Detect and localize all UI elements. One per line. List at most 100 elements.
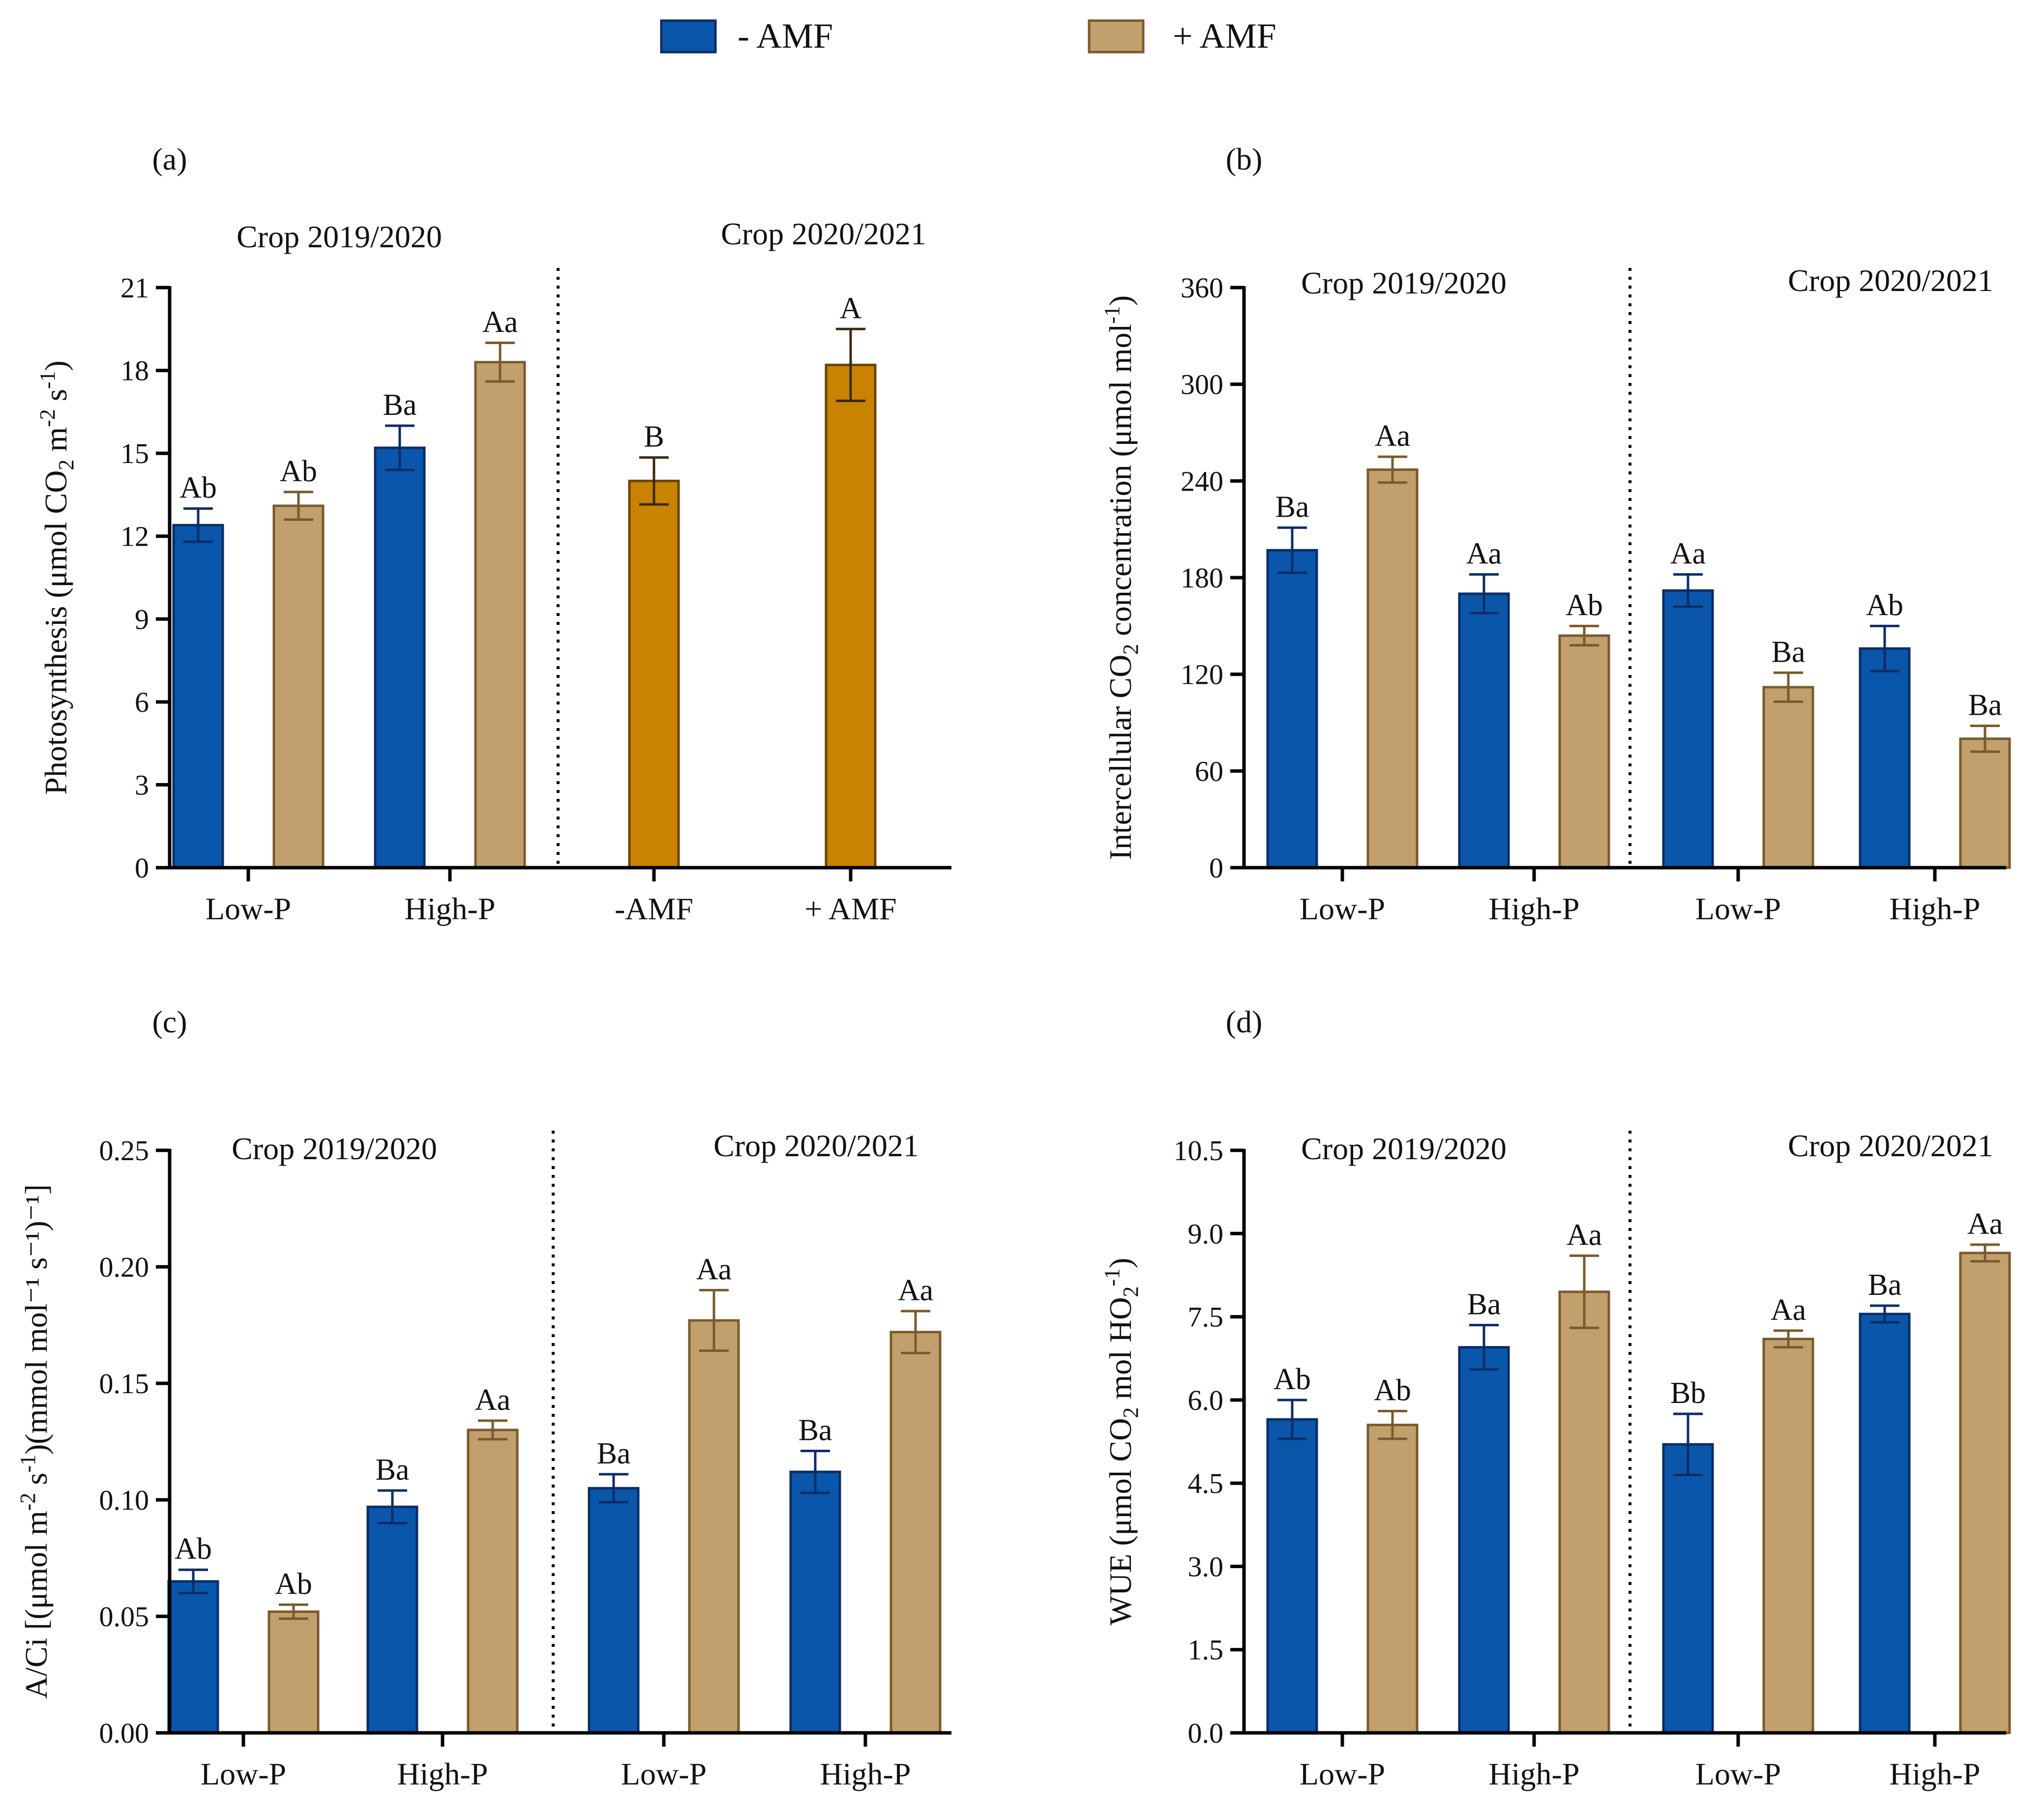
bar	[267, 1610, 320, 1734]
significance-label: Ab	[175, 1532, 212, 1566]
bar	[1859, 647, 1911, 869]
x-tick-label: + AMF	[804, 891, 896, 926]
crop-label: Crop 2020/2021	[721, 216, 926, 251]
y-axis-label-part: -1	[1100, 1268, 1124, 1287]
significance-label: Aa	[1967, 1207, 2003, 1241]
bar	[1366, 468, 1419, 869]
significance-label: Ba	[1968, 689, 2002, 722]
crop-label: Crop 2019/2020	[237, 219, 442, 254]
significance-label: Ab	[275, 1567, 312, 1601]
y-axis-label: WUE (μmol CO2 mol HO2-1)	[1100, 1258, 1143, 1626]
legend-label: - AMF	[738, 16, 833, 56]
significance-label: Bb	[1670, 1376, 1706, 1410]
y-tick-label: 0	[135, 852, 149, 884]
x-tick-label: Low-P	[1300, 891, 1385, 926]
y-tick-label: 0.0	[1188, 1717, 1224, 1749]
crop-label: Crop 2020/2021	[713, 1128, 919, 1163]
significance-label: Ba	[1772, 635, 1806, 669]
y-tick-label: 7.5	[1188, 1301, 1224, 1333]
y-axis-label-part: 2	[54, 460, 78, 470]
crop-label: Crop 2020/2021	[1788, 1128, 1993, 1163]
bar	[1662, 589, 1714, 869]
bar	[1366, 1424, 1419, 1734]
y-axis-label-part: -2	[35, 409, 59, 427]
y-tick-label: 1.5	[1188, 1634, 1224, 1666]
y-tick-label: 18	[120, 355, 149, 387]
y-axis-label-part: -1	[35, 371, 59, 389]
panel-label: (c)	[152, 1004, 187, 1039]
bar	[1458, 1346, 1510, 1734]
significance-label: Ba	[1868, 1268, 1902, 1302]
panel-label: (d)	[1226, 1004, 1263, 1039]
legend-swatch	[1088, 19, 1145, 54]
crop-label: Crop 2019/2020	[1301, 265, 1507, 300]
significance-label: Aa	[1771, 1293, 1806, 1327]
y-axis-label-part: -1	[16, 1455, 40, 1473]
x-tick-label: High-P	[397, 1756, 488, 1791]
y-axis-label-part: s	[19, 1473, 54, 1493]
significance-label: Ba	[799, 1413, 832, 1447]
bar	[688, 1319, 740, 1734]
significance-label: Aa	[696, 1253, 732, 1286]
y-axis-label-part: )	[38, 360, 73, 371]
bar	[1662, 1443, 1714, 1734]
x-tick-label: Low-P	[1695, 1756, 1781, 1791]
bar	[366, 1505, 418, 1734]
y-tick-label: 120	[1181, 659, 1223, 691]
x-tick-label: High-P	[405, 891, 496, 926]
significance-label: Aa	[482, 305, 518, 339]
significance-label: Aa	[898, 1274, 933, 1307]
panel-a: (a) Crop 2019/2020 Crop 2020/2021 Ab Ab Low-P…	[35, 142, 951, 926]
panel-b: (b) Crop 2019/2020 Crop 2020/2021 Ba Aa Low-P…	[1100, 142, 2011, 926]
panel-c: (c) Crop 2019/2020 Crop 2020/2021 Ab Ab Low-P…	[16, 1004, 951, 1791]
x-tick-label: High-P	[1489, 891, 1580, 926]
x-tick-label: Low-P	[201, 1756, 286, 1791]
y-axis-label-part: A/Ci [(μmol m	[19, 1511, 54, 1699]
y-tick-label: 6.0	[1188, 1384, 1224, 1416]
bar	[1558, 1290, 1610, 1734]
crop-label: Crop 2019/2020	[1301, 1131, 1507, 1166]
bar	[1859, 1313, 1911, 1734]
y-axis-label-part: 2	[1119, 644, 1143, 655]
x-tick-label: High-P	[1890, 891, 1981, 926]
significance-label: Aa	[1375, 419, 1410, 453]
legend-swatch	[660, 19, 717, 54]
significance-label: A	[840, 292, 862, 325]
bar	[1762, 686, 1814, 869]
bar	[474, 361, 526, 869]
bar	[1266, 549, 1318, 869]
y-axis-label-part: -2	[16, 1493, 40, 1511]
significance-label: Ba	[1275, 490, 1309, 524]
crop-label: Crop 2019/2020	[232, 1131, 437, 1166]
y-tick-label: 0.05	[99, 1601, 149, 1633]
y-axis-label-part: Photosynthesis (μmol CO	[38, 470, 73, 795]
y-axis-label-part: concentration (μmol mol	[1103, 324, 1138, 644]
y-axis-label-part: WUE (μmol CO	[1103, 1418, 1138, 1626]
y-tick-label: 9	[135, 603, 149, 635]
bar	[172, 524, 224, 869]
panel-label: (b)	[1226, 142, 1263, 176]
bar	[1959, 737, 2011, 869]
y-tick-label: 0	[1209, 852, 1223, 884]
y-tick-label: 60	[1195, 755, 1223, 787]
x-tick-label: High-P	[820, 1756, 911, 1791]
y-axis-label-part: Intercellular CO	[1103, 655, 1138, 860]
y-tick-label: 0.00	[99, 1717, 149, 1749]
y-tick-label: 12	[120, 521, 149, 553]
bar	[1762, 1338, 1814, 1734]
y-tick-label: 300	[1181, 369, 1223, 401]
y-tick-label: 0.20	[99, 1251, 149, 1283]
significance-label: Aa	[1567, 1218, 1602, 1252]
significance-label: Ba	[383, 388, 417, 422]
y-axis-label-part: mol H	[1103, 1320, 1138, 1407]
y-tick-label: 3.0	[1188, 1550, 1224, 1582]
y-axis-label-part: -1	[1100, 306, 1124, 324]
bar	[1959, 1252, 2011, 1734]
x-tick-label: Low-P	[621, 1756, 707, 1791]
significance-label: Ab	[1374, 1374, 1411, 1407]
y-axis-label-part: )(mmol mol⁻¹ s⁻¹)⁻¹]	[19, 1184, 54, 1455]
bar	[1458, 592, 1510, 869]
x-tick-label: Low-P	[206, 891, 291, 926]
significance-label: Ab	[1866, 588, 1903, 622]
x-tick-label: Low-P	[1695, 891, 1781, 926]
